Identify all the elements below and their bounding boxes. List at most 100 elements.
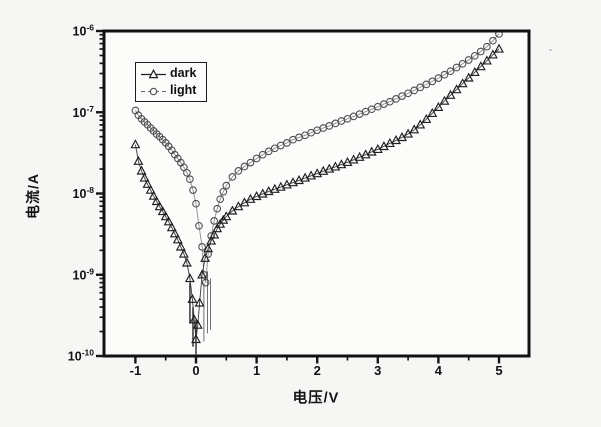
data-point-light [195, 221, 203, 230]
data-point-light [452, 63, 461, 72]
data-point-light [228, 173, 237, 181]
data-point-dark [181, 257, 192, 267]
data-point-dark [189, 314, 200, 324]
scan-speck [549, 49, 552, 51]
data-point-dark [175, 241, 186, 251]
legend-entry-light: light [140, 82, 204, 99]
data-point-dark [178, 248, 189, 258]
data-point-dark [251, 191, 262, 201]
data-point-dark [133, 155, 144, 165]
y-tick-label: 10-7 [73, 104, 95, 120]
data-point-dark [421, 113, 432, 123]
data-point-dark [160, 211, 171, 221]
data-point-dark [203, 243, 214, 253]
dark-triangle-marker-icon [141, 68, 166, 78]
data-point-light [386, 97, 394, 106]
data-point-dark [312, 168, 323, 178]
data-point-dark [415, 119, 426, 129]
data-point-dark [197, 269, 208, 279]
data-point-dark [494, 43, 504, 53]
data-point-light [240, 162, 249, 171]
data-point-dark [184, 273, 195, 283]
data-point-dark [200, 252, 211, 262]
data-point-dark [288, 177, 298, 187]
data-point-dark [154, 201, 165, 211]
data-point-dark [145, 184, 156, 194]
data-point-dark [206, 235, 217, 245]
data-point-dark [192, 319, 203, 329]
data-point-light [246, 158, 255, 167]
data-point-dark [427, 107, 438, 117]
data-point-light [489, 36, 497, 45]
data-point-dark [469, 66, 480, 76]
data-point-dark [451, 84, 462, 94]
data-point-dark [191, 334, 201, 344]
x-tick-label: 4 [435, 363, 443, 378]
light-circle-marker-icon [141, 87, 166, 95]
data-point-dark [209, 229, 220, 239]
data-point-light [213, 204, 222, 213]
x-axis-ticks: -1 0 1 2 3 4 5 [130, 356, 503, 378]
data-point-light [252, 154, 261, 163]
data-point-dark [263, 186, 274, 196]
data-point-light [404, 89, 412, 98]
data-point-light [216, 195, 225, 204]
y-tick-label: 10-8 [73, 185, 95, 201]
data-point-dark [445, 89, 456, 99]
data-point-dark [294, 175, 304, 185]
data-point-dark [163, 216, 174, 226]
data-point-light [483, 42, 491, 51]
data-point-light [470, 51, 479, 60]
data-point-dark [151, 196, 162, 206]
data-point-light [234, 167, 243, 175]
data-point-dark [366, 146, 377, 156]
data-point-light [446, 67, 455, 76]
data-point-light [392, 95, 400, 103]
data-point-dark [318, 165, 329, 175]
data-point-dark [487, 49, 498, 59]
series-dark [130, 43, 504, 344]
data-point-dark [354, 151, 365, 161]
x-tick-label: -1 [130, 363, 142, 378]
data-point-light [258, 150, 267, 159]
data-point-dark [269, 183, 280, 193]
data-point-light [222, 181, 231, 190]
data-point-dark [475, 61, 486, 71]
data-point-light [458, 59, 467, 68]
data-point-light [434, 74, 443, 82]
y-tick-label: 10-6 [73, 23, 95, 39]
data-point-light [219, 187, 228, 196]
data-point-dark [157, 206, 168, 216]
data-point-dark [403, 128, 414, 138]
y-axis-ticks: 10-6 10-7 10-8 10-9 10-10 [68, 23, 104, 364]
data-point-light [264, 147, 273, 156]
data-point-light [410, 86, 419, 95]
data-point-light [210, 217, 219, 225]
data-point-light [270, 144, 279, 153]
data-point-dark [187, 293, 198, 303]
data-point-dark [139, 172, 150, 182]
data-point-light [422, 80, 431, 89]
data-point-dark [148, 190, 159, 200]
data-point-dark [130, 139, 141, 149]
data-point-dark [457, 78, 468, 88]
data-point-light [207, 232, 216, 240]
data-point-dark [463, 72, 474, 82]
series-light [131, 30, 503, 287]
plot-frame [102, 29, 531, 358]
data-point-dark [336, 159, 347, 169]
x-tick-label: 2 [314, 363, 321, 378]
data-point-light [198, 243, 206, 251]
data-point-light [186, 175, 194, 184]
data-point-dark [409, 124, 420, 134]
data-point-dark [136, 165, 147, 175]
x-tick-label: 3 [374, 363, 381, 378]
y-tick-label: 10-9 [73, 266, 95, 282]
data-point-light [464, 56, 473, 64]
data-point-light [183, 168, 191, 177]
data-point-dark [169, 228, 180, 238]
data-point-light [283, 139, 291, 147]
data-point-dark [194, 297, 205, 307]
